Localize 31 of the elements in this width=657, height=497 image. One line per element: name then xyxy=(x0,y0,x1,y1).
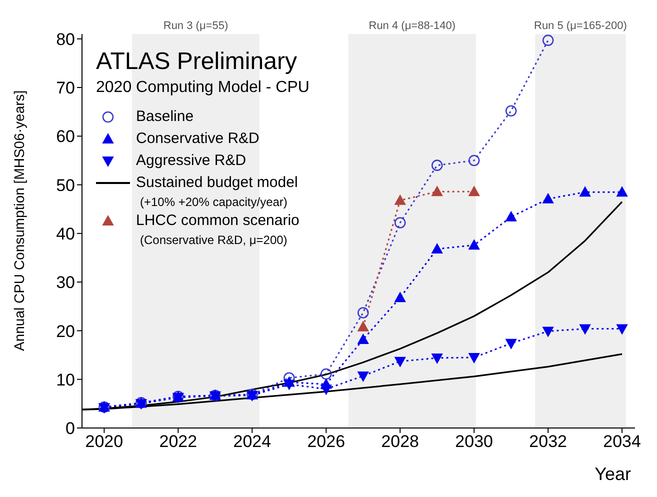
y-tick-label: 40 xyxy=(56,224,75,244)
text: 2020 Computing Model - CPU xyxy=(96,78,310,98)
y-tick-label: 60 xyxy=(56,127,75,146)
x-tick-label: 2024 xyxy=(233,432,272,452)
y-tick-label: 50 xyxy=(56,176,75,195)
y-axis-title: Annual CPU Consumption [MHS06·years] xyxy=(10,90,27,351)
legend-label: LHCC common scenario xyxy=(136,211,300,231)
y-tick-label: 10 xyxy=(56,370,75,390)
x-tick-label: 2022 xyxy=(159,432,198,452)
legend-label: Conservative R&D xyxy=(136,129,260,149)
legend-label: Baseline xyxy=(136,107,194,127)
legend-label: Sustained budget model xyxy=(136,173,298,193)
y-tick-label: 20 xyxy=(56,322,75,341)
x-axis-title: Year xyxy=(594,464,631,484)
x-tick-label: 2032 xyxy=(529,432,567,452)
y-tick-label: 0 xyxy=(66,419,75,438)
x-tick-label: 2028 xyxy=(381,432,420,452)
x-tick-label: 2034 xyxy=(603,432,641,452)
legend-label: Aggressive R&D xyxy=(136,151,246,171)
x-tick-label: 2020 xyxy=(85,432,124,452)
y-tick-label: 80 xyxy=(56,30,75,49)
x-tick-label: 2026 xyxy=(307,432,346,452)
x-tick-label: 2030 xyxy=(455,432,494,452)
band-label: Run 4 (μ=88-140) xyxy=(368,20,456,32)
annotation: (Conservative R&D, μ=200) xyxy=(139,232,288,248)
y-tick-label: 30 xyxy=(56,273,75,292)
band-label: Run 3 (μ=55) xyxy=(163,20,228,32)
text: ATLAS Preliminary xyxy=(96,48,297,76)
y-tick-label: 70 xyxy=(56,78,75,98)
annotation: (+10% +20% capacity/year) xyxy=(139,194,288,210)
band-label: Run 5 (μ=165-200) xyxy=(534,20,627,32)
